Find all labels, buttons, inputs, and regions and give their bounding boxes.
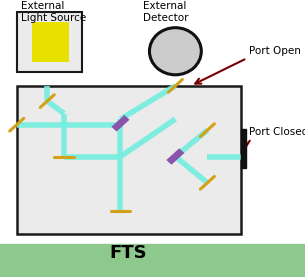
- Bar: [0, 244, 305, 277]
- Text: External
Detector: External Detector: [143, 1, 189, 23]
- Text: Port Closed: Port Closed: [249, 127, 305, 137]
- Polygon shape: [111, 115, 130, 132]
- Bar: [32, 22, 69, 62]
- Text: FTS: FTS: [109, 245, 147, 262]
- Bar: [17, 12, 82, 72]
- Polygon shape: [166, 148, 185, 165]
- Text: External
Light Source: External Light Source: [21, 1, 87, 23]
- Text: Port Open: Port Open: [249, 46, 300, 56]
- Bar: [241, 129, 246, 168]
- Bar: [17, 86, 241, 234]
- Circle shape: [149, 28, 201, 75]
